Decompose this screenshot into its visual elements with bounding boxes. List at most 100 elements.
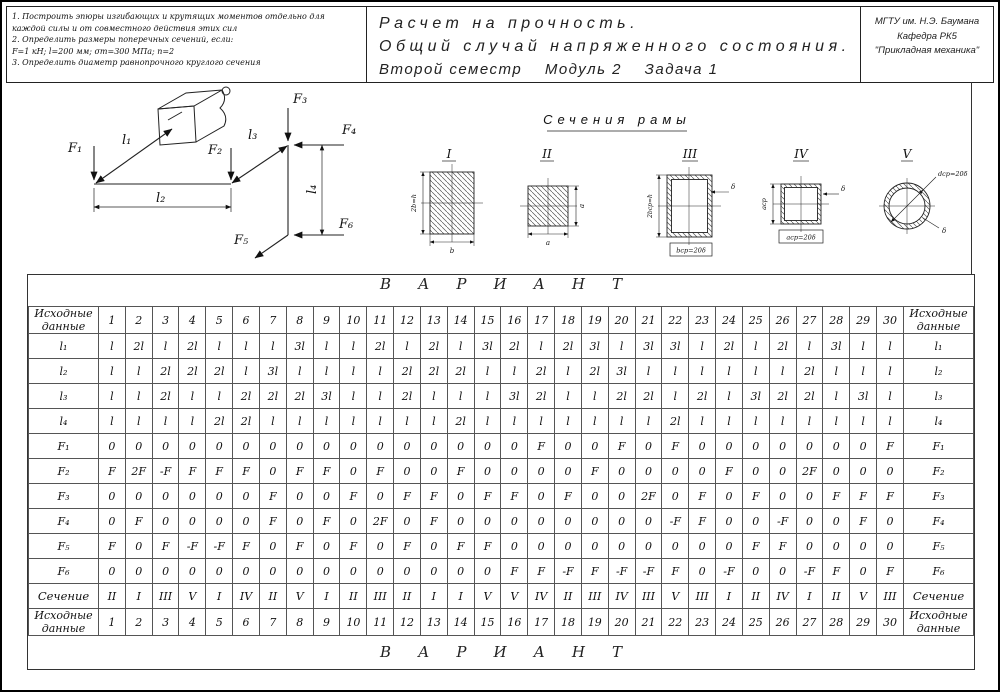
value-cell: F xyxy=(876,483,904,509)
row-label: F₆ xyxy=(28,558,99,584)
force-label-f5: F₅ xyxy=(233,233,249,248)
value-cell: 2l xyxy=(205,358,234,384)
section-iii-height-dim: 2bср=h xyxy=(647,194,654,219)
value-cell: l xyxy=(500,408,529,434)
table-row: F₂ F 2F -F F F F 0 F F 0 F 0 0 F 0 0 0 0 F 0 0 0 0 F 0 0 2F 0 0 0 F₂ xyxy=(28,458,974,484)
value-cell: 0 xyxy=(178,483,207,509)
value-cell: 0 xyxy=(554,458,582,484)
section-v-wall-dim: δ xyxy=(942,227,946,235)
value-cell: 0 xyxy=(205,433,234,459)
value-cell: 0 xyxy=(741,508,770,534)
value-cell: l xyxy=(473,408,502,434)
variant-column-header: 25 xyxy=(741,306,770,334)
variant-column-footer: 13 xyxy=(419,608,448,636)
value-cell: 0 xyxy=(500,433,529,459)
value-cell: 0 xyxy=(876,533,904,559)
variant-column-footer: 19 xyxy=(580,608,609,636)
variant-column-header: 27 xyxy=(795,306,824,334)
value-cell: l xyxy=(876,358,904,384)
value-cell: II xyxy=(98,583,126,609)
value-cell: 0 xyxy=(473,508,502,534)
value-cell: 2l xyxy=(446,408,475,434)
force-arrows xyxy=(90,108,344,259)
value-cell: l xyxy=(741,358,770,384)
value-cell: l xyxy=(688,408,717,434)
value-cell: l xyxy=(339,333,368,359)
value-cell: l xyxy=(312,408,341,434)
value-cell: l xyxy=(688,358,717,384)
variant-banner-top: ВАРИАНТ xyxy=(379,275,649,293)
value-cell: 0 xyxy=(312,483,341,509)
variant-column-footer: 4 xyxy=(178,608,207,636)
value-cell: 0 xyxy=(98,558,126,584)
section-ii: II a a xyxy=(520,147,586,247)
value-cell: IV xyxy=(232,583,260,609)
value-cell: 0 xyxy=(580,508,609,534)
value-cell: l xyxy=(741,408,770,434)
value-cell: 2l xyxy=(661,408,690,434)
table-row: F₄ 0 F 0 0 0 0 F 0 F 0 2F 0 F 0 0 0 0 0 0 0 0 -F F 0 0 -F 0 0 F 0 F₄ xyxy=(28,508,974,534)
value-cell: F xyxy=(688,483,717,509)
value-cell: l xyxy=(258,333,287,359)
value-cell: III xyxy=(876,583,904,609)
table-row: l₄ l l l l 2l 2l l l l l l l l 2l l l l l l l l 2l l l l l l l l l l₄ xyxy=(28,408,974,434)
value-cell: l xyxy=(339,383,368,409)
organization-block: МГТУ им. Н.Э. Баумана Кафедра РК5 "Прикл… xyxy=(861,7,993,82)
value-cell: 3l xyxy=(661,333,690,359)
value-cell: IV xyxy=(527,583,556,609)
variant-column-footer: 15 xyxy=(473,608,502,636)
value-cell: F xyxy=(822,483,851,509)
value-cell: 2l xyxy=(151,383,180,409)
value-cell: 0 xyxy=(205,483,234,509)
value-cell: F xyxy=(232,533,260,559)
value-cell: 2l xyxy=(527,358,556,384)
value-cell: 0 xyxy=(822,533,851,559)
value-cell: l xyxy=(634,408,663,434)
force-label-f1: F₁ xyxy=(67,141,82,156)
frame-members xyxy=(94,128,289,235)
variant-table-frame: ВАРИАНТ Исходные данные 1 2 3 4 5 6 7 8 9 10 11 12 13… xyxy=(27,274,975,670)
value-cell: 3l xyxy=(634,333,663,359)
variant-column-footer: 1 xyxy=(98,608,126,636)
row-label: F₆ xyxy=(903,558,974,584)
value-cell: 0 xyxy=(795,508,824,534)
variant-column-header: 30 xyxy=(876,306,904,334)
value-cell: 0 xyxy=(393,458,421,484)
variant-column-header: 4 xyxy=(178,306,207,334)
value-cell: 0 xyxy=(688,433,717,459)
value-cell: 2l xyxy=(393,358,421,384)
value-cell: 2l xyxy=(258,383,287,409)
value-cell: l xyxy=(285,408,314,434)
value-cell: l xyxy=(876,383,904,409)
value-cell: 0 xyxy=(124,533,153,559)
variant-column-footer: 27 xyxy=(795,608,824,636)
value-cell: 0 xyxy=(285,433,314,459)
variant-column-footer: 6 xyxy=(232,608,260,636)
table-corner-label: Исходные данные xyxy=(903,306,974,334)
value-cell: F xyxy=(715,458,743,484)
value-cell: l xyxy=(849,408,878,434)
value-cell: 0 xyxy=(661,458,690,484)
value-cell: 2l xyxy=(285,383,314,409)
value-cell: 0 xyxy=(473,558,502,584)
value-cell: 0 xyxy=(876,508,904,534)
variant-column-footer: 29 xyxy=(849,608,878,636)
variant-column-footer: 5 xyxy=(205,608,234,636)
length-label-l3: l₃ xyxy=(248,128,257,143)
value-cell: 0 xyxy=(98,508,126,534)
value-cell: 2l xyxy=(446,358,475,384)
section-iv-numeral: IV xyxy=(793,147,809,161)
value-cell: 2F xyxy=(634,483,663,509)
value-cell: l xyxy=(393,408,421,434)
variant-column-footer: 12 xyxy=(393,608,421,636)
value-cell: 0 xyxy=(580,433,609,459)
section-iii-wall-dim: δ xyxy=(731,183,735,191)
value-cell: 2l xyxy=(795,383,824,409)
value-cell: -F xyxy=(795,558,824,584)
value-cell: l xyxy=(124,358,153,384)
variant-column-footer: 28 xyxy=(822,608,851,636)
variant-column-footer: 9 xyxy=(312,608,341,636)
value-cell: 2l xyxy=(768,333,797,359)
section-iv: IV aср δ aср=20δ xyxy=(760,147,845,244)
task-item: 1. Построить эпюры изгибающих и крутящих… xyxy=(12,12,325,33)
